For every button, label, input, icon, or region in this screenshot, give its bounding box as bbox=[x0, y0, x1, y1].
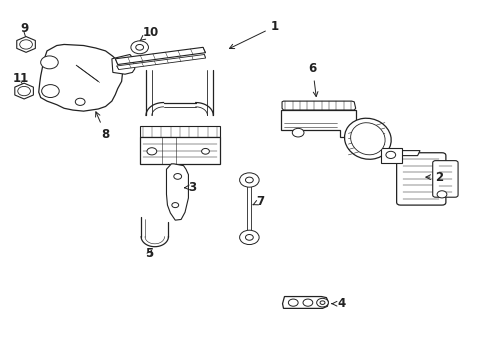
Circle shape bbox=[436, 191, 446, 198]
Text: 9: 9 bbox=[20, 22, 28, 35]
Text: 7: 7 bbox=[252, 195, 264, 208]
Circle shape bbox=[18, 86, 30, 96]
Polygon shape bbox=[281, 110, 355, 137]
Text: 3: 3 bbox=[184, 181, 196, 194]
Circle shape bbox=[245, 234, 253, 240]
Circle shape bbox=[171, 203, 178, 208]
Polygon shape bbox=[39, 44, 122, 111]
Circle shape bbox=[147, 148, 157, 155]
Text: 1: 1 bbox=[229, 20, 278, 49]
FancyBboxPatch shape bbox=[432, 161, 457, 197]
Text: 2: 2 bbox=[425, 171, 443, 184]
Polygon shape bbox=[15, 83, 33, 99]
Circle shape bbox=[303, 299, 312, 306]
Circle shape bbox=[131, 41, 148, 54]
Circle shape bbox=[20, 40, 32, 49]
Text: 4: 4 bbox=[331, 297, 346, 310]
Polygon shape bbox=[140, 137, 220, 164]
Polygon shape bbox=[17, 37, 35, 52]
Polygon shape bbox=[282, 101, 355, 110]
Text: 5: 5 bbox=[145, 247, 153, 260]
Circle shape bbox=[75, 98, 85, 105]
Circle shape bbox=[292, 129, 304, 137]
Circle shape bbox=[41, 56, 58, 69]
Circle shape bbox=[385, 151, 395, 158]
Polygon shape bbox=[117, 54, 205, 69]
Circle shape bbox=[201, 148, 209, 154]
Polygon shape bbox=[282, 297, 328, 309]
Text: 6: 6 bbox=[308, 62, 317, 96]
Circle shape bbox=[316, 298, 328, 307]
Circle shape bbox=[320, 301, 325, 305]
Circle shape bbox=[41, 85, 59, 98]
Circle shape bbox=[136, 44, 143, 50]
Polygon shape bbox=[400, 150, 419, 156]
Polygon shape bbox=[380, 148, 402, 163]
Text: 11: 11 bbox=[13, 72, 29, 85]
Circle shape bbox=[239, 173, 259, 187]
Circle shape bbox=[245, 177, 253, 183]
Ellipse shape bbox=[344, 118, 390, 159]
Text: 10: 10 bbox=[140, 26, 159, 41]
Polygon shape bbox=[140, 126, 220, 137]
Circle shape bbox=[288, 299, 298, 306]
Polygon shape bbox=[166, 164, 188, 220]
Polygon shape bbox=[18, 91, 32, 94]
Circle shape bbox=[239, 230, 259, 244]
Polygon shape bbox=[112, 54, 135, 74]
Ellipse shape bbox=[350, 123, 385, 155]
Text: 8: 8 bbox=[95, 112, 109, 141]
FancyBboxPatch shape bbox=[396, 153, 445, 205]
Polygon shape bbox=[115, 47, 205, 64]
Circle shape bbox=[173, 174, 181, 179]
